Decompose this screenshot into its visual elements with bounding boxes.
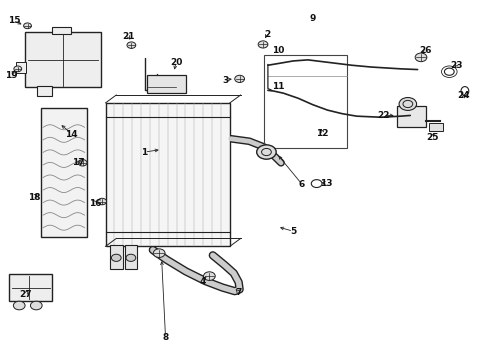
- Text: 18: 18: [27, 193, 40, 202]
- Text: 11: 11: [272, 82, 285, 91]
- Bar: [52, 27, 71, 34]
- Bar: [110, 245, 122, 269]
- Circle shape: [78, 159, 87, 166]
- Bar: [428, 123, 443, 131]
- Text: 7: 7: [235, 288, 242, 297]
- Circle shape: [111, 254, 121, 261]
- Text: 22: 22: [377, 111, 389, 120]
- Text: 19: 19: [5, 71, 18, 80]
- Text: 9: 9: [309, 14, 315, 23]
- Circle shape: [153, 249, 164, 257]
- Circle shape: [234, 75, 244, 82]
- Bar: [25, 32, 101, 87]
- Text: 21: 21: [122, 32, 134, 41]
- Circle shape: [98, 198, 106, 205]
- Circle shape: [203, 272, 215, 280]
- Bar: [264, 55, 346, 148]
- Text: 23: 23: [449, 61, 462, 70]
- Bar: [125, 245, 137, 269]
- Circle shape: [127, 42, 136, 48]
- Text: 17: 17: [72, 158, 85, 167]
- Text: 24: 24: [457, 91, 469, 100]
- Circle shape: [13, 301, 25, 310]
- Text: 2: 2: [263, 30, 269, 39]
- Text: 5: 5: [289, 228, 296, 237]
- Circle shape: [30, 301, 42, 310]
- Bar: [41, 108, 87, 237]
- Text: 16: 16: [89, 199, 102, 208]
- Text: 26: 26: [419, 46, 431, 55]
- Text: 3: 3: [223, 76, 228, 85]
- Circle shape: [398, 98, 416, 111]
- Circle shape: [14, 66, 21, 72]
- Bar: [396, 106, 425, 127]
- Circle shape: [414, 53, 426, 62]
- Text: 25: 25: [425, 133, 438, 142]
- Text: 1: 1: [141, 148, 147, 157]
- Circle shape: [23, 23, 31, 29]
- Text: 27: 27: [20, 289, 32, 298]
- Bar: [105, 103, 229, 246]
- Text: 13: 13: [320, 179, 332, 188]
- Bar: [9, 274, 52, 301]
- Circle shape: [256, 145, 276, 159]
- Text: 15: 15: [8, 16, 20, 25]
- Circle shape: [258, 41, 267, 48]
- Text: 14: 14: [65, 130, 78, 139]
- Text: 12: 12: [316, 129, 328, 138]
- Text: 20: 20: [170, 58, 182, 67]
- Text: 10: 10: [272, 46, 284, 55]
- Bar: [37, 86, 52, 96]
- Text: 6: 6: [298, 180, 305, 189]
- Circle shape: [126, 254, 136, 261]
- Bar: [147, 75, 185, 93]
- Text: 4: 4: [200, 276, 206, 285]
- Text: 8: 8: [162, 333, 168, 342]
- Bar: [16, 62, 26, 73]
